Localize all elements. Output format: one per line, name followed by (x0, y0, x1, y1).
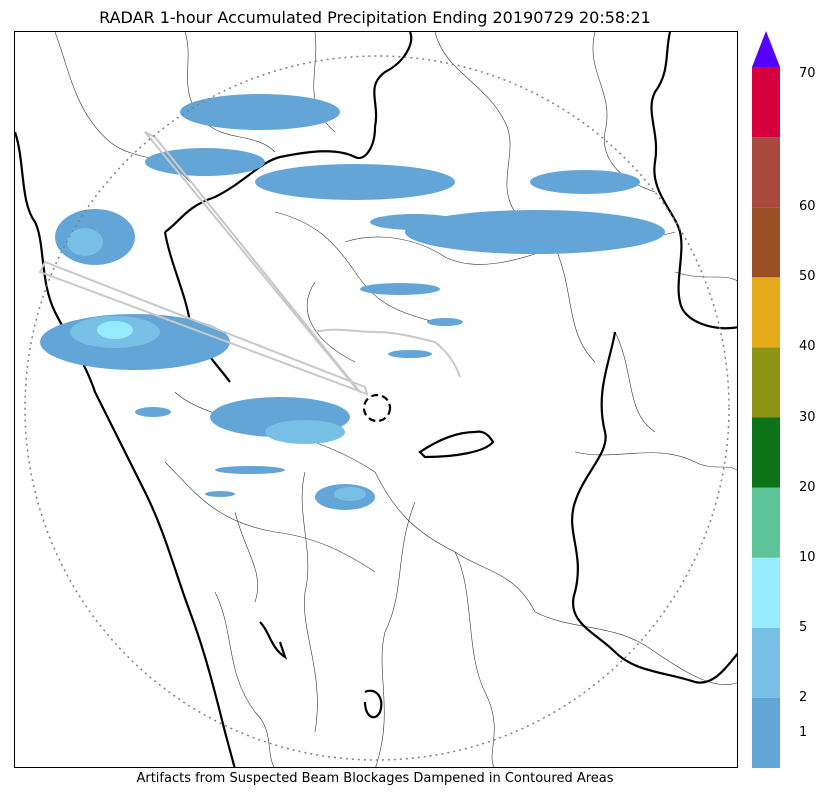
beam-blockage-contours (38, 131, 461, 396)
colorbar-tick-label: 5 (799, 619, 808, 635)
colorbar-segment (752, 697, 780, 768)
colorbar-tick-label: 70 (799, 66, 816, 81)
colorbar (752, 31, 780, 768)
colorbar-tick-label: 20 (799, 479, 816, 495)
colorbar-tick-label: 1 (799, 724, 808, 740)
blockage-note: Artifacts from Suspected Beam Blockages … (136, 771, 614, 786)
colorbar-tick-label: 50 (799, 269, 816, 285)
colorbar-segment (752, 67, 780, 138)
radar-map-canvas (15, 32, 737, 767)
colorbar-extend-triangle (752, 31, 780, 67)
colorbar-segment (752, 417, 780, 488)
colorbar-tick-label: 40 (799, 339, 816, 355)
colorbar-tick-label: 60 (799, 199, 816, 215)
colorbar-segment (752, 557, 780, 628)
colorbar-segments (752, 67, 780, 768)
colorbar-tick-label: 10 (799, 549, 816, 565)
precipitation-echoes (40, 94, 665, 510)
colorbar-segment (752, 207, 780, 278)
colorbar-segment (752, 137, 780, 208)
map-title: RADAR 1-hour Accumulated Precipitation E… (99, 8, 651, 27)
district-boundaries (54, 32, 737, 767)
colorbar-segment (752, 347, 780, 418)
range-ring (24, 55, 730, 761)
colorbar-segment (752, 627, 780, 698)
state-boundaries (15, 32, 737, 767)
radar-map (14, 31, 738, 768)
colorbar-tick-label: 30 (799, 409, 816, 425)
colorbar-segment (752, 487, 780, 558)
radar-site-marker (362, 393, 392, 423)
colorbar-tick-label: 2 (799, 689, 808, 705)
colorbar-segment (752, 277, 780, 348)
